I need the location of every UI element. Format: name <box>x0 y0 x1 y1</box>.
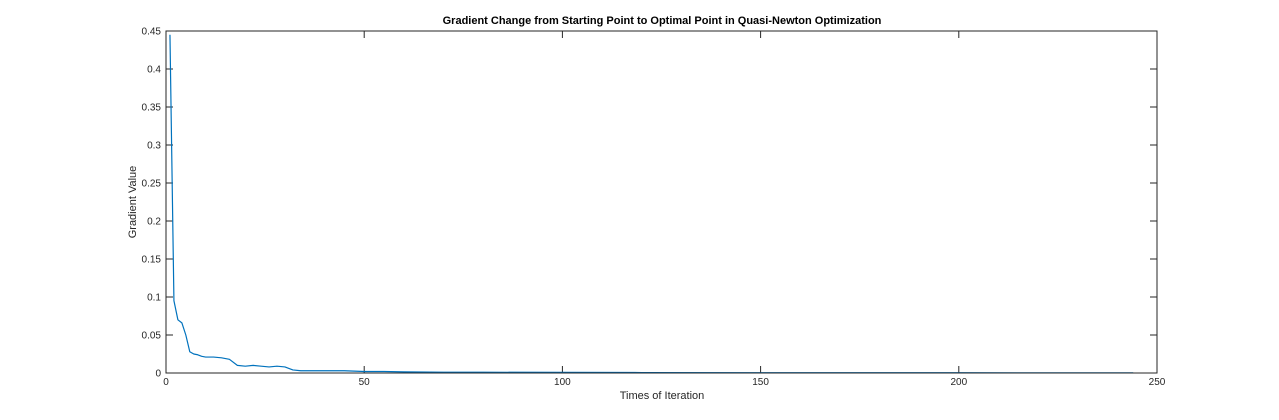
x-tick-label: 200 <box>950 377 967 388</box>
x-tick-label: 150 <box>752 377 769 388</box>
y-tick-label: 0.25 <box>142 179 162 190</box>
x-tick-label: 0 <box>163 377 169 388</box>
plot-area <box>166 31 1157 373</box>
y-tick-label: 0.45 <box>142 27 162 38</box>
y-tick-label: 0.2 <box>147 217 161 228</box>
y-tick-label: 0.15 <box>142 255 162 266</box>
y-tick-label: 0.4 <box>147 65 161 76</box>
x-tick-label: 250 <box>1149 377 1166 388</box>
y-tick-label: 0.1 <box>147 293 161 304</box>
y-tick-label: 0.05 <box>142 331 162 342</box>
series-layer <box>169 34 1134 374</box>
chart-title: Gradient Change from Starting Point to O… <box>443 15 882 27</box>
y-tick-label: 0 <box>155 369 161 380</box>
x-tick-label: 100 <box>554 377 571 388</box>
y-tick-label: 0.3 <box>147 141 161 152</box>
tick-labels-layer: 0 50 100 150 200 250 0 0.05 0.1 0.15 0.2 0.25 0.3 0.3… <box>142 27 1166 389</box>
y-axis-label: Gradient Value <box>127 166 139 239</box>
y-tick-label: 0.35 <box>142 103 162 114</box>
x-tick-label: 50 <box>359 377 371 388</box>
series-line <box>169 34 1134 374</box>
plot-box <box>165 30 1158 374</box>
x-axis-label: Times of Iteration <box>620 390 705 402</box>
